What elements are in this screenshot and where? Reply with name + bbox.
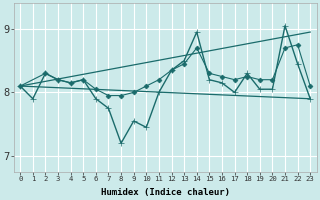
X-axis label: Humidex (Indice chaleur): Humidex (Indice chaleur) bbox=[101, 188, 230, 197]
